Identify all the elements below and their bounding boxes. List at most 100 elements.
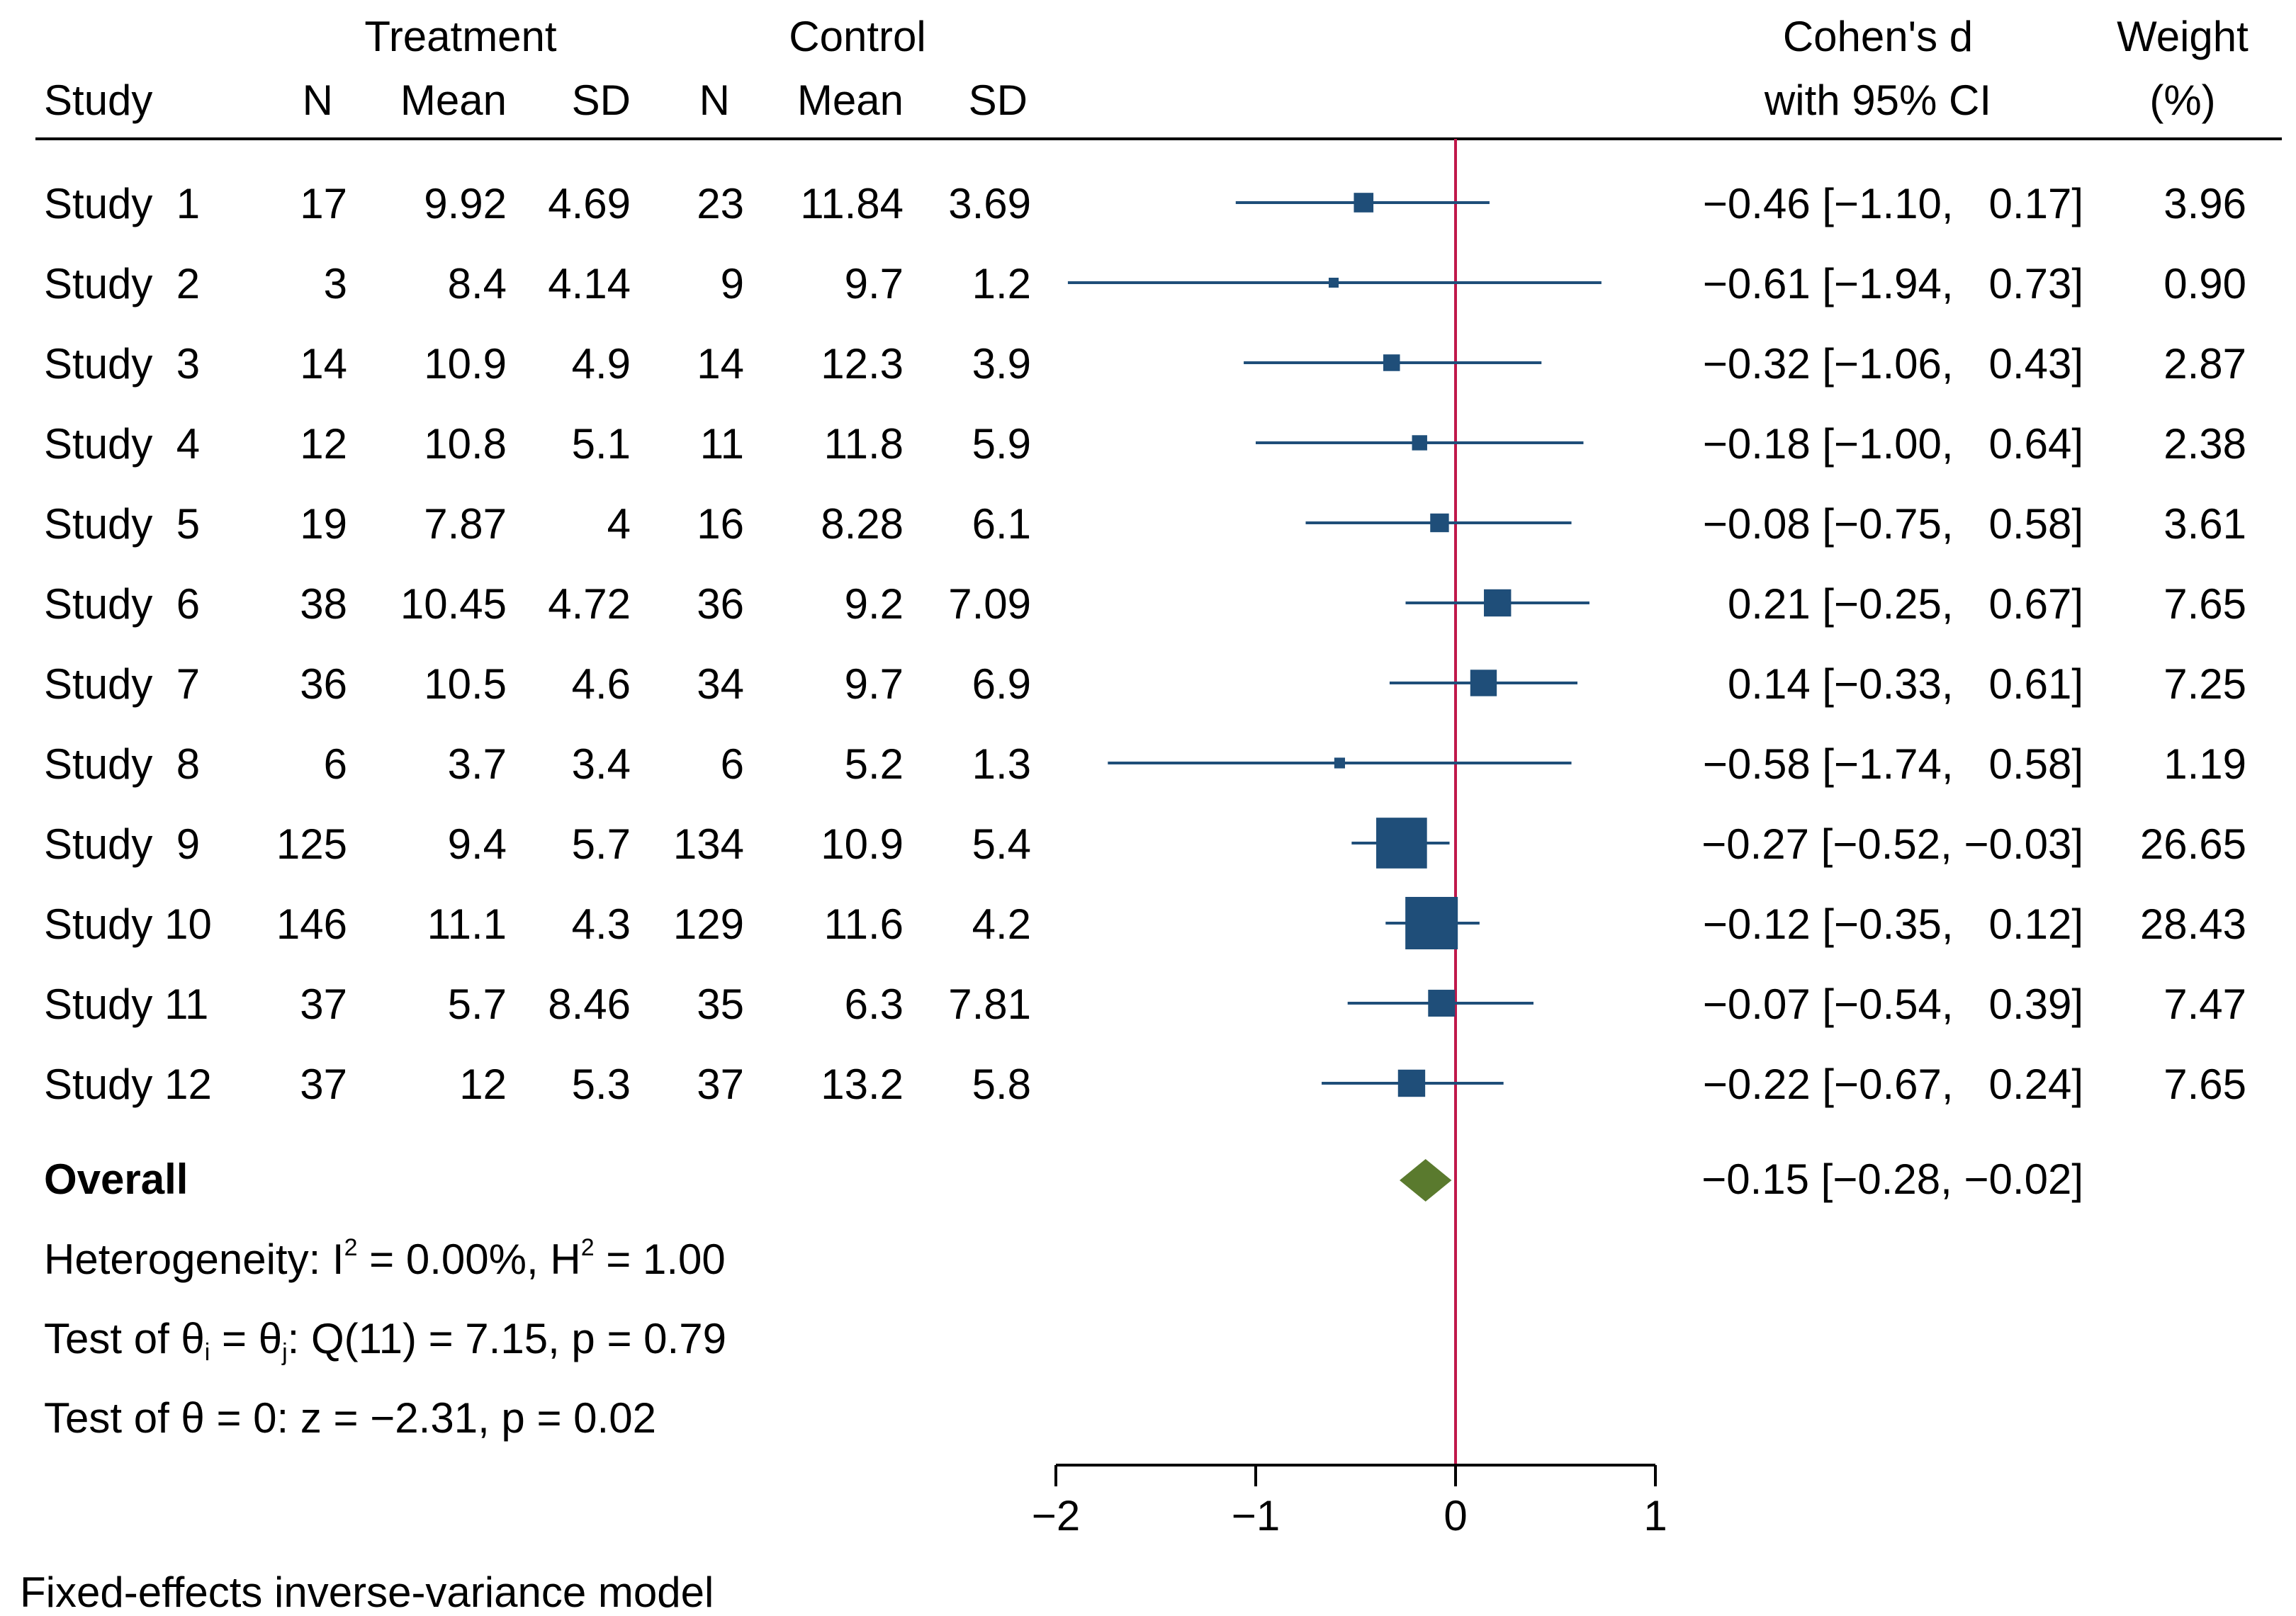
ci-text: −0.46 [−1.10, 0.17] [1702,180,2083,227]
treatment-sd: 4 [607,500,631,548]
q-test-stats: Test of θi = θj: Q(11) = 7.15, p = 0.79 [44,1315,726,1366]
control-sd: 3.9 [972,340,1031,388]
effect-marker [1405,897,1458,949]
treatment-n-header: N [302,77,333,124]
treatment-mean: 10.9 [424,340,507,388]
ci-text: −0.18 [−1.00, 0.64] [1702,420,2083,468]
control-n: 6 [720,740,744,788]
weight-text: 1.19 [2163,740,2246,788]
treatment-group-header: Treatment [364,13,557,60]
treatment-n: 125 [276,820,347,868]
ci-text: 0.21 [−0.25, 0.67] [1727,580,2083,628]
treatment-mean: 8.4 [447,260,507,307]
study-label: Study 5 [44,500,201,548]
treatment-sd: 4.72 [548,580,631,628]
control-n: 14 [697,340,744,388]
treatment-mean: 10.5 [424,660,507,708]
treatment-mean: 9.4 [447,820,507,868]
treatment-mean: 10.45 [400,580,507,628]
effect-marker [1484,589,1512,617]
control-sd: 5.4 [972,820,1031,868]
x-axis-tick-label: −1 [1232,1492,1280,1539]
treatment-sd: 4.9 [571,340,631,388]
weight-text: 7.25 [2163,660,2246,708]
treatment-mean: 3.7 [447,740,507,788]
treatment-n: 37 [300,981,347,1028]
treatment-mean: 5.7 [447,981,507,1028]
effect-marker [1328,278,1339,288]
z-test-stats: Test of θ = 0: z = −2.31, p = 0.02 [44,1394,656,1442]
control-sd: 3.69 [948,180,1031,227]
treatment-sd: 5.3 [571,1061,631,1108]
control-sd: 7.09 [948,580,1031,628]
control-mean: 9.7 [844,660,904,708]
effect-marker [1383,354,1400,371]
weight-text: 7.47 [2163,981,2246,1028]
treatment-n: 37 [300,1061,347,1108]
control-mean: 5.2 [844,740,904,788]
treatment-sd: 4.6 [571,660,631,708]
weight-text: 26.65 [2139,820,2246,868]
ci-text: −0.12 [−0.35, 0.12] [1702,900,2083,948]
control-n: 37 [697,1061,744,1108]
control-n: 11 [699,420,744,468]
effect-marker [1430,513,1449,533]
treatment-mean: 7.87 [424,500,507,548]
treatment-mean: 12 [459,1061,507,1108]
control-sd: 5.9 [972,420,1031,468]
treatment-mean: 9.92 [424,180,507,227]
control-sd: 1.2 [972,260,1031,307]
control-sd: 5.8 [972,1061,1031,1108]
overall-label: Overall [44,1156,188,1203]
ci-text: −0.07 [−0.54, 0.39] [1702,981,2083,1028]
weight-text: 7.65 [2163,1061,2246,1108]
control-mean: 11.84 [800,180,904,227]
control-sd: 4.2 [972,900,1031,948]
treatment-n: 17 [300,180,347,227]
control-mean: 13.2 [821,1061,904,1108]
control-mean: 10.9 [821,820,904,868]
study-label: Study 12 [44,1061,212,1108]
study-label: Study 6 [44,580,201,628]
treatment-sd: 5.1 [571,420,631,468]
treatment-n: 36 [300,660,347,708]
ci-text: −0.08 [−0.75, 0.58] [1702,500,2083,548]
control-mean: 8.28 [821,500,904,548]
treatment-sd: 4.3 [571,900,631,948]
control-n: 16 [697,500,744,548]
control-mean: 11.6 [823,900,904,948]
weight-text: 28.43 [2139,900,2246,948]
study-label: Study 3 [44,340,201,388]
ci-text: −0.61 [−1.94, 0.73] [1702,260,2083,307]
control-group-header: Control [789,13,926,60]
control-n: 35 [697,981,744,1028]
control-n-header: N [699,77,730,124]
study-label: Study 10 [44,900,212,948]
treatment-mean: 10.8 [424,420,507,468]
weight-header-line1: Weight [2117,13,2249,60]
ci-text: −0.22 [−0.67, 0.24] [1702,1061,2083,1108]
treatment-sd: 4.69 [548,180,631,227]
weight-text: 3.96 [2163,180,2246,227]
study-label: Study 9 [44,820,201,868]
treatment-n: 3 [323,260,347,307]
control-mean: 9.7 [844,260,904,307]
control-n: 9 [720,260,744,307]
x-axis-tick-label: 0 [1444,1492,1467,1539]
weight-text: 2.38 [2163,420,2246,468]
control-sd: 1.3 [972,740,1031,788]
treatment-sd: 5.7 [571,820,631,868]
control-mean: 6.3 [844,981,904,1028]
control-n: 129 [673,900,744,948]
treatment-sd-header: SD [571,77,631,124]
control-mean: 11.8 [823,420,904,468]
effect-marker [1354,193,1374,213]
heterogeneity-stats: Heterogeneity: I2 = 0.00%, H2 = 1.00 [44,1234,726,1283]
control-mean: 12.3 [821,340,904,388]
weight-text: 2.87 [2163,340,2246,388]
treatment-n: 14 [300,340,347,388]
control-mean: 9.2 [844,580,904,628]
treatment-mean-header: Mean [400,77,507,124]
study-label: Study 11 [44,981,209,1028]
